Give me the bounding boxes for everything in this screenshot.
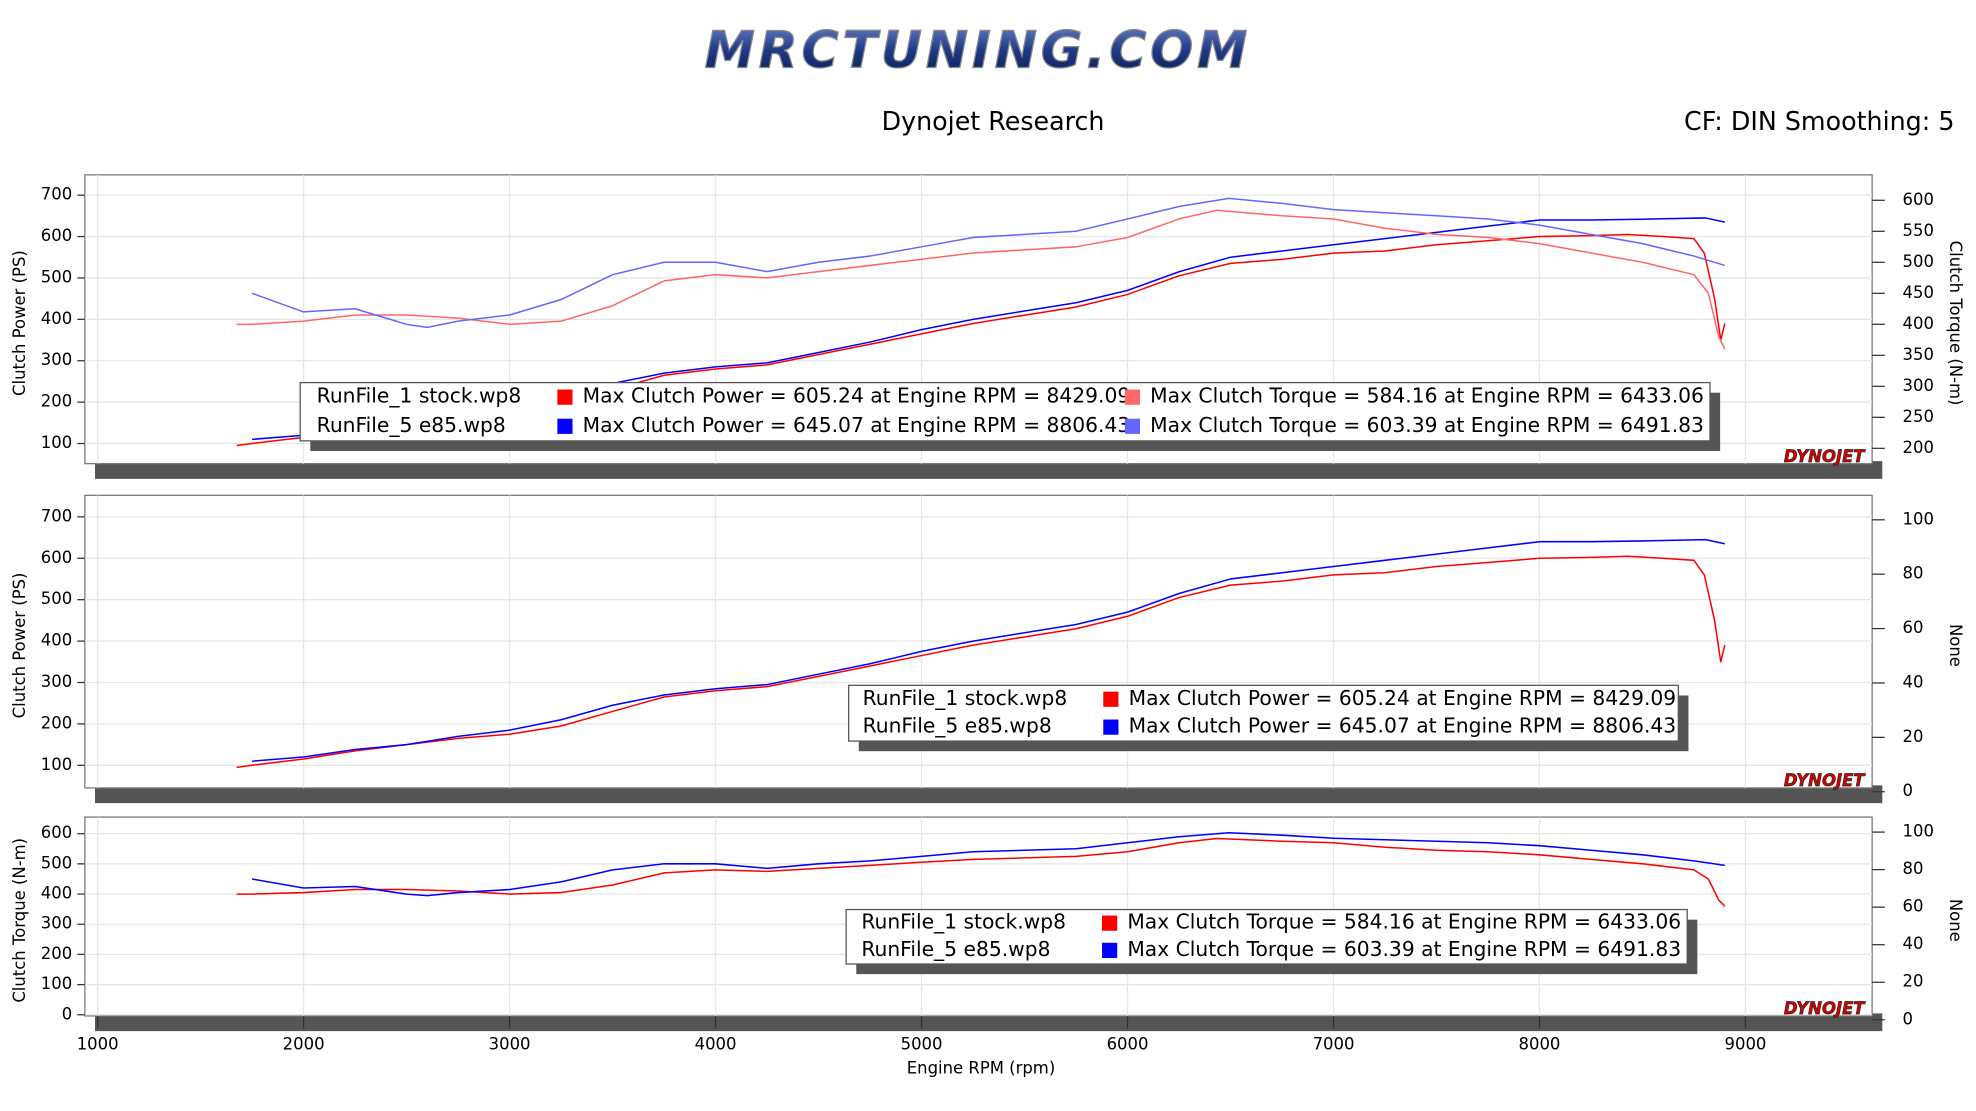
legend-entry: Max Clutch Power = 605.24 at Engine RPM … xyxy=(1129,686,1677,710)
legend-file: RunFile_1 stock.wp8 xyxy=(317,384,522,408)
y-axis-label: Clutch Power (PS) xyxy=(10,573,29,719)
legend-swatch xyxy=(1102,942,1118,958)
legend-box xyxy=(845,908,1688,965)
y-tick-label: 200 xyxy=(41,713,72,732)
watermark: DYNOJET xyxy=(1784,447,1866,466)
x-tick-label: 1000 xyxy=(77,1035,119,1054)
y-tick-label: 200 xyxy=(41,944,72,963)
panel-shadow xyxy=(95,785,1883,804)
series-line xyxy=(251,197,1726,329)
x-tick-label: 2000 xyxy=(283,1035,325,1054)
y-tick-label: 600 xyxy=(41,823,72,842)
y-tick-label: 400 xyxy=(41,309,72,328)
legend-swatch xyxy=(1102,915,1118,931)
y-tick-label: 700 xyxy=(41,185,72,204)
y-tick-label: 100 xyxy=(41,433,72,452)
series-line xyxy=(236,209,1726,350)
y-tick-label: 500 xyxy=(41,589,72,608)
y2-tick-label: 60 xyxy=(1903,897,1924,916)
y-tick-label: 400 xyxy=(41,631,72,650)
panel-shadow xyxy=(95,461,1883,479)
y2-tick-label: 0 xyxy=(1903,1009,1913,1028)
y-tick-label: 600 xyxy=(41,548,72,567)
chart-title: Dynojet Research xyxy=(882,106,1105,136)
y2-tick-label: 550 xyxy=(1903,221,1934,240)
legend-box xyxy=(848,684,1679,742)
y2-axis-label: Clutch Torque (N-m) xyxy=(1946,241,1965,406)
y2-tick-label: 80 xyxy=(1903,859,1924,878)
y-tick-label: 300 xyxy=(41,350,72,369)
legend-swatch xyxy=(1103,719,1119,735)
y2-tick-label: 40 xyxy=(1903,934,1924,953)
legend-swatch xyxy=(1103,691,1119,707)
series-line xyxy=(251,832,1725,897)
y-tick-label: 100 xyxy=(41,755,72,774)
legend-entry: Max Clutch Power = 605.24 at Engine RPM … xyxy=(583,384,1131,408)
y-axis-label: Clutch Power (PS) xyxy=(10,250,29,396)
legend-swatch xyxy=(1124,418,1140,434)
y2-tick-label: 100 xyxy=(1903,509,1934,528)
x-tick-label: 8000 xyxy=(1519,1035,1561,1054)
y-tick-label: 600 xyxy=(41,226,72,245)
legend-entry: Max Clutch Power = 645.07 at Engine RPM … xyxy=(583,413,1131,437)
x-tick-label: 7000 xyxy=(1313,1035,1355,1054)
y2-tick-label: 20 xyxy=(1903,727,1924,746)
legend-swatch xyxy=(557,418,573,434)
y2-tick-label: 200 xyxy=(1903,438,1934,457)
y-tick-label: 700 xyxy=(41,506,72,525)
y-tick-label: 100 xyxy=(41,974,72,993)
watermark: DYNOJET xyxy=(1784,999,1866,1018)
y2-tick-label: 450 xyxy=(1903,283,1934,302)
y2-tick-label: 300 xyxy=(1903,376,1934,395)
y-tick-label: 300 xyxy=(41,914,72,933)
legend-file: RunFile_5 e85.wp8 xyxy=(863,714,1052,738)
y-tick-label: 500 xyxy=(41,267,72,286)
legend-entry: Max Clutch Power = 645.07 at Engine RPM … xyxy=(1129,714,1677,738)
legend-swatch xyxy=(1124,389,1140,405)
y-tick-label: 400 xyxy=(41,884,72,903)
y-axis-label: Clutch Torque (N-m) xyxy=(10,838,29,1003)
y-tick-label: 500 xyxy=(41,853,72,872)
logo: MRCTUNING.COM xyxy=(704,20,1251,79)
y-tick-label: 300 xyxy=(41,672,72,691)
y2-tick-label: 80 xyxy=(1903,564,1924,583)
y-tick-label: 200 xyxy=(41,392,72,411)
x-tick-label: 4000 xyxy=(695,1035,737,1054)
y2-tick-label: 250 xyxy=(1903,407,1934,426)
y2-tick-label: 400 xyxy=(1903,314,1934,333)
legend-entry: Max Clutch Torque = 603.39 at Engine RPM… xyxy=(1150,413,1704,437)
legend-entry: Max Clutch Torque = 603.39 at Engine RPM… xyxy=(1127,937,1681,961)
series-line xyxy=(252,538,1725,762)
legend-entry: Max Clutch Torque = 584.16 at Engine RPM… xyxy=(1127,910,1681,934)
legend-box xyxy=(299,381,1711,442)
y2-tick-label: 20 xyxy=(1903,972,1924,991)
legend-file: RunFile_1 stock.wp8 xyxy=(863,686,1068,710)
y2-tick-label: 0 xyxy=(1903,781,1913,800)
legend-file: RunFile_1 stock.wp8 xyxy=(861,910,1066,934)
series-line xyxy=(236,555,1726,769)
y-tick-label: 0 xyxy=(62,1004,72,1023)
y2-tick-label: 600 xyxy=(1903,190,1934,209)
watermark: DYNOJET xyxy=(1784,771,1866,790)
x-tick-label: 6000 xyxy=(1107,1035,1149,1054)
y2-axis-label: None xyxy=(1946,624,1965,667)
y2-tick-label: 500 xyxy=(1903,252,1934,271)
y2-tick-label: 350 xyxy=(1903,345,1934,364)
legend-swatch xyxy=(557,389,573,405)
y2-tick-label: 40 xyxy=(1903,672,1924,691)
y2-tick-label: 60 xyxy=(1903,618,1924,637)
legend-entry: Max Clutch Torque = 584.16 at Engine RPM… xyxy=(1150,384,1704,408)
x-tick-label: 5000 xyxy=(901,1035,943,1054)
y2-axis-label: None xyxy=(1946,899,1965,942)
x-tick-label: 9000 xyxy=(1725,1035,1767,1054)
settings: CF: DIN Smoothing: 5 xyxy=(1684,106,1954,136)
panel-shadow xyxy=(95,1013,1883,1032)
x-axis-label: Engine RPM (rpm) xyxy=(907,1059,1055,1078)
x-tick-label: 3000 xyxy=(489,1035,531,1054)
y2-tick-label: 100 xyxy=(1903,822,1934,841)
legend-file: RunFile_5 e85.wp8 xyxy=(861,937,1050,961)
legend-file: RunFile_5 e85.wp8 xyxy=(317,413,506,437)
